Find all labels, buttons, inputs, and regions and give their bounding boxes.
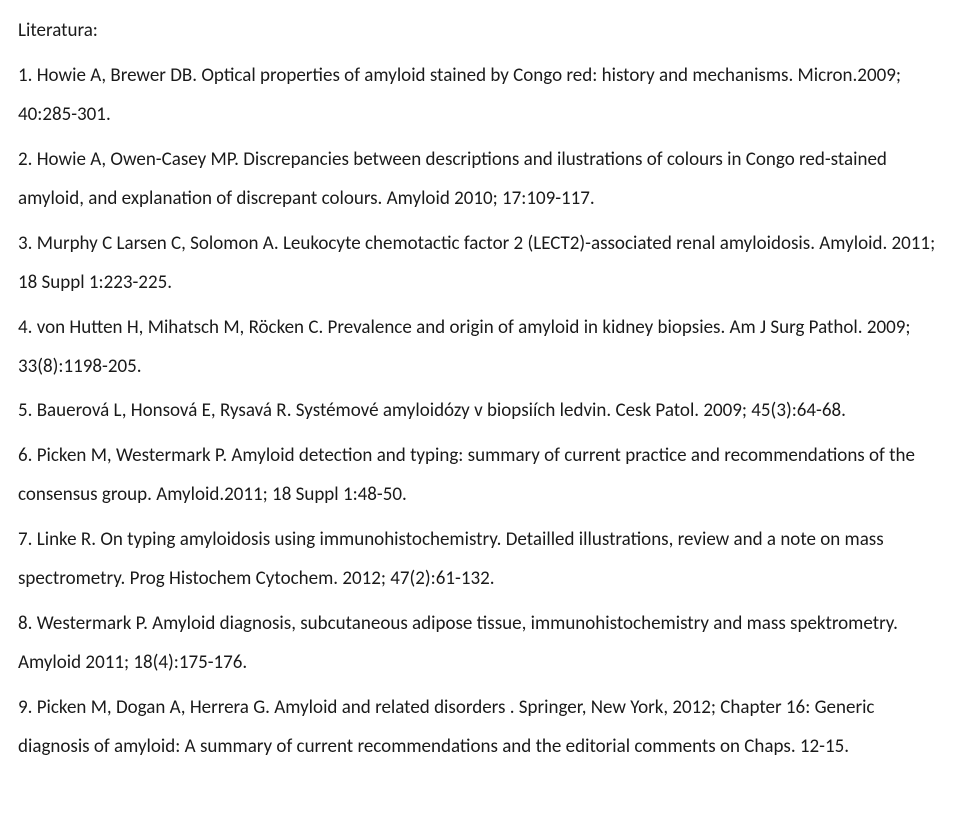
reference-item: 7. Linke R. On typing amyloidosis using … [18,521,942,599]
reference-item: 2. Howie A, Owen-Casey MP. Discrepancies… [18,141,942,219]
reference-item: 8. Westermark P. Amyloid diagnosis, subc… [18,605,942,683]
reference-item: 3. Murphy C Larsen C, Solomon A. Leukocy… [18,225,942,303]
reference-item: 1. Howie A, Brewer DB. Optical propertie… [18,57,942,135]
reference-item: 6. Picken M, Westermark P. Amyloid detec… [18,437,942,515]
reference-item: 4. von Hutten H, Mihatsch M, Röcken C. P… [18,309,942,387]
reference-item: 9. Picken M, Dogan A, Herrera G. Amyloid… [18,689,942,767]
reference-item: 5. Bauerová L, Honsová E, Rysavá R. Syst… [18,392,942,431]
section-heading: Literatura: [18,12,942,51]
